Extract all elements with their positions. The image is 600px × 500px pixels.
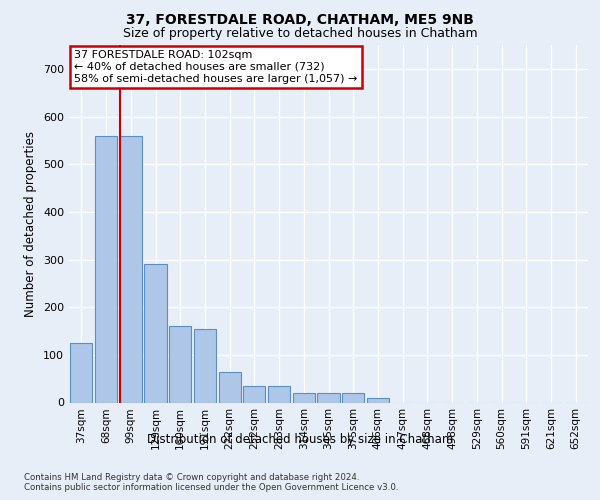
Bar [95,136,117,402]
Bar [342,393,364,402]
Y-axis label: Number of detached properties: Number of detached properties [25,130,37,317]
Bar [119,136,142,402]
Bar [70,343,92,402]
Bar [268,386,290,402]
Bar [169,326,191,402]
Bar [317,393,340,402]
Text: Contains HM Land Registry data © Crown copyright and database right 2024.
Contai: Contains HM Land Registry data © Crown c… [24,472,398,492]
Bar [145,264,167,402]
Bar [293,393,315,402]
Text: 37 FORESTDALE ROAD: 102sqm
← 40% of detached houses are smaller (732)
58% of sem: 37 FORESTDALE ROAD: 102sqm ← 40% of deta… [74,50,358,84]
Bar [367,398,389,402]
Bar [194,328,216,402]
Bar [243,386,265,402]
Text: Distribution of detached houses by size in Chatham: Distribution of detached houses by size … [147,432,453,446]
Text: Size of property relative to detached houses in Chatham: Size of property relative to detached ho… [122,28,478,40]
Text: 37, FORESTDALE ROAD, CHATHAM, ME5 9NB: 37, FORESTDALE ROAD, CHATHAM, ME5 9NB [126,12,474,26]
Bar [218,372,241,402]
